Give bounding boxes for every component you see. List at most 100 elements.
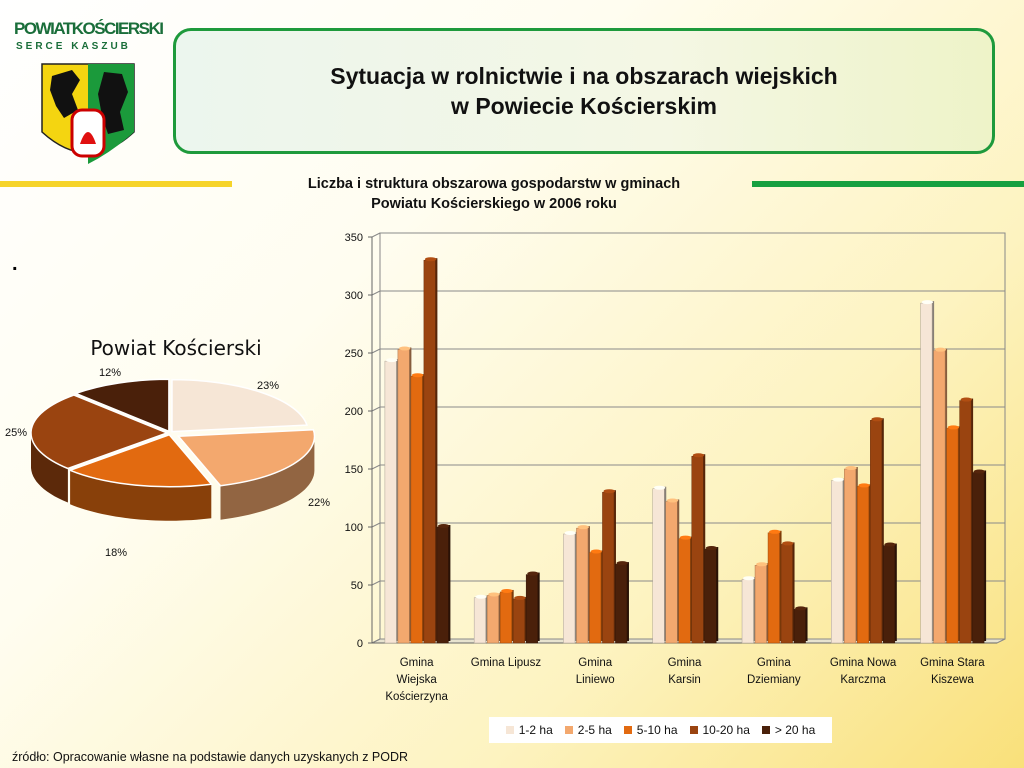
pie-slice [30, 394, 170, 470]
pie-slice-side [31, 434, 68, 503]
bar [384, 358, 399, 644]
accent-bar-yellow [0, 181, 232, 187]
bar [615, 561, 629, 644]
bar-chart-title-line-1: Liczba i struktura obszarowa gospodarstw… [307, 176, 681, 192]
gridline-perspective [371, 406, 381, 412]
bar [754, 562, 769, 644]
powiat-logo: POWIATKOŚCIERSKI SERCE KASZUB [14, 19, 164, 164]
page-title-line-2: w Powiecie Kościerskim [451, 93, 717, 119]
legend-swatch [564, 726, 573, 734]
bar [780, 541, 795, 644]
y-tick-label: 50 [351, 580, 363, 592]
source-note: źródło: Opracowanie własne na podstawie … [12, 750, 409, 764]
bar [576, 525, 590, 644]
gridline-perspective [371, 580, 381, 586]
bar [920, 300, 935, 644]
x-category-label: Gmina Liniewo [576, 657, 615, 686]
coat-of-arms-icon [41, 63, 135, 164]
bar [704, 546, 719, 644]
legend-swatch [761, 726, 770, 734]
bar [972, 469, 987, 644]
x-category-label: Gmina Dziemiany [747, 657, 801, 686]
y-tick-label: 150 [345, 464, 363, 476]
bar [525, 571, 540, 644]
bar [512, 595, 527, 644]
gridline-perspective [371, 464, 381, 470]
logo-tagline: SERCE KASZUB [16, 41, 131, 52]
y-tick-label: 350 [345, 232, 363, 244]
bar [678, 535, 693, 644]
pie-slice [68, 433, 213, 488]
pie-data-label: 18% [105, 547, 127, 559]
bar [933, 347, 948, 644]
bar [652, 485, 667, 644]
pie-data-label: 22% [308, 497, 330, 509]
pie-slice [171, 378, 308, 433]
page-title-line-1: Sytuacja w rolnictwie i na obszarach wie… [330, 63, 838, 89]
legend-label: > 20 ha [774, 723, 816, 737]
bar [589, 549, 603, 644]
legend-item: 2-5 ha [564, 723, 612, 737]
bullet-marker: . [12, 253, 18, 275]
y-tick-label: 250 [345, 348, 363, 360]
pie-data-label: 12% [99, 367, 121, 379]
legend-item: > 20 ha [761, 723, 816, 737]
bar [844, 466, 858, 644]
bar [563, 530, 577, 644]
legend-swatch [623, 726, 632, 734]
pie-chart-title: Powiat Kościerski [90, 336, 262, 360]
bar [436, 524, 451, 644]
bar [473, 594, 488, 644]
pie-slice-side [70, 470, 212, 521]
legend-label: 5-10 ha [636, 723, 678, 737]
bar [959, 397, 974, 644]
x-category-label: Gmina Wiejska Kościerzyna [385, 657, 448, 703]
legend-swatch [505, 726, 514, 734]
pie-chart: 23% 22% 18% 25% 12% [5, 367, 330, 559]
bar [946, 425, 961, 644]
title-box: Sytuacja w rolnictwie i na obszarach wie… [173, 28, 995, 154]
x-category-label: Gmina Stara Kiszewa [920, 657, 985, 686]
pie-slice [176, 428, 316, 487]
gridline-perspective [371, 522, 381, 528]
legend-label: 1-2 ha [518, 723, 553, 737]
y-tick-label: 300 [345, 290, 363, 302]
bar [883, 542, 897, 644]
bar [602, 489, 616, 644]
y-tick-label: 200 [345, 406, 363, 418]
gridline-perspective [371, 348, 381, 354]
gridline-perspective [371, 638, 381, 644]
bar [665, 498, 680, 644]
bar [793, 606, 808, 644]
y-tick-label: 100 [345, 522, 363, 534]
legend-item: 5-10 ha [623, 723, 678, 737]
x-category-label: Gmina Lipusz [471, 657, 542, 669]
y-tick-label: 0 [357, 638, 363, 650]
x-category-label: Gmina Karsin [668, 657, 702, 686]
bar [831, 477, 845, 644]
bar [767, 529, 782, 644]
x-category-label: Gmina Nowa Karczma [830, 657, 897, 686]
pie-data-label: 23% [257, 380, 279, 392]
bar [691, 453, 706, 644]
bar [486, 592, 501, 644]
bar [870, 417, 884, 644]
bar [423, 257, 438, 644]
legend-item: 1-2 ha [505, 723, 553, 737]
bar [397, 346, 412, 644]
legend-swatch [689, 726, 698, 734]
bar [741, 576, 756, 644]
pie-slice-side [220, 436, 315, 520]
bar-chart: 0 50 100 150 200 250 300 350 Gmina Wiejska Kościer… [345, 232, 1006, 703]
pie-data-label: 25% [5, 427, 27, 439]
legend-item: 10-20 ha [689, 723, 750, 737]
bar [857, 483, 871, 644]
bar [499, 588, 514, 644]
pie-slice [73, 378, 170, 433]
bar [410, 373, 425, 644]
bar-chart-title-line-2: Powiatu Kościerskiego w 2006 roku [371, 196, 617, 212]
bar-chart-legend: 1-2 ha 2-5 ha 5-10 ha 10-20 ha > 20 ha [489, 717, 832, 743]
legend-label: 2-5 ha [577, 723, 612, 737]
logo-wordmark: POWIATKOŚCIERSKI [14, 19, 164, 38]
legend-label: 10-20 ha [702, 723, 750, 737]
